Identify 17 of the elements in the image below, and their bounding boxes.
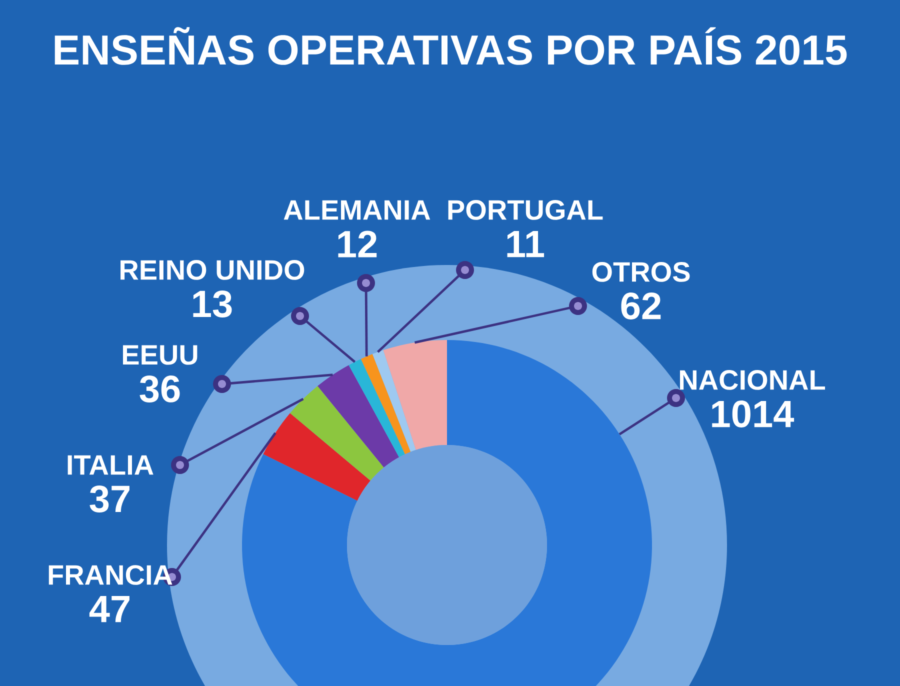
slice-label: PORTUGAL (448, 200, 603, 220)
chart-title: ENSEÑAS OPERATIVAS POR PAÍS 2015 (54, 27, 847, 65)
slice-label: ALEMANIA (284, 200, 430, 220)
data-label: 37 (90, 486, 130, 512)
slice-label: ITALIA (68, 455, 154, 475)
data-label: 36 (140, 376, 180, 402)
data-label: 62 (621, 292, 661, 320)
slice-label: FRANCIA (48, 565, 172, 585)
data-label: 13 (193, 290, 232, 318)
data-label: 11 (507, 230, 544, 258)
slice-label: EEUU (122, 345, 198, 365)
data-label: 1014 (712, 400, 794, 428)
data-label: 12 (338, 230, 377, 258)
slice-label: REINO UNIDO (120, 260, 304, 280)
slice-label: NACIONAL (680, 370, 826, 390)
slice-label: OTROS (592, 262, 690, 282)
data-label: 47 (89, 596, 130, 622)
